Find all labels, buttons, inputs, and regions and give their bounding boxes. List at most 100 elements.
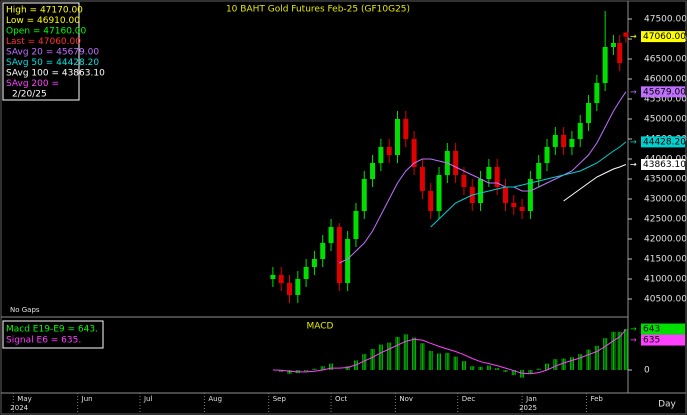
candle-body [586, 103, 592, 123]
candle-body [278, 275, 284, 283]
macd-info-line: Signal E6 = 635. [6, 336, 81, 346]
y-tick-label: 43000.00 [644, 195, 687, 205]
last-value-label: 643 [643, 325, 660, 335]
x-axis-label: Day [658, 400, 676, 410]
y-tick-label: 41000.00 [644, 275, 687, 285]
candle-body [370, 163, 376, 179]
candle-body [494, 167, 500, 187]
last-value-label: 45679.00 [643, 87, 686, 97]
macd-info-box [2, 320, 104, 349]
info-line: SAvg 50 = 44428.20 [6, 58, 99, 68]
y-tick-label: 46500.00 [644, 55, 687, 65]
moving-average [339, 91, 627, 264]
year-label: 2025 [519, 404, 537, 412]
candle-body [345, 239, 351, 283]
x-tick-label: Oct [335, 395, 347, 403]
candle-body [617, 43, 623, 63]
info-line: SAvg 200 = [6, 79, 59, 89]
candle-body [602, 47, 608, 83]
y-tick-label: 47500.00 [644, 15, 687, 25]
info-line: SAvg 20 = 45679.00 [6, 48, 99, 58]
x-tick-label: Jun [81, 395, 93, 403]
candle-body [544, 147, 550, 163]
macd-info-line: Macd E19-E9 = 643. [6, 325, 98, 335]
last-value-box [641, 334, 685, 346]
x-tick-label: Jan [525, 395, 537, 403]
candle-body [295, 279, 301, 295]
candle-body [320, 243, 326, 259]
y-tick-label: 45500.00 [644, 95, 687, 105]
y-tick-label: 41500.00 [644, 255, 687, 265]
candle-body [287, 283, 293, 295]
candle-body [610, 43, 616, 47]
candle-body [386, 147, 392, 155]
last-value-label: 47060.00 [643, 32, 686, 42]
note: No Gaps [10, 306, 40, 314]
candle-body [270, 275, 276, 279]
x-tick-label: Dec [462, 395, 476, 403]
candle-body [461, 175, 467, 187]
candle-body [311, 259, 317, 267]
candle-body [502, 187, 508, 203]
candle-body [536, 163, 542, 179]
candle-body [303, 267, 309, 279]
candle-body [361, 179, 367, 211]
year-label: 2024 [10, 404, 28, 412]
info-box [2, 2, 80, 101]
y-tick-label: 0 [644, 366, 650, 376]
last-arrow: → [630, 336, 637, 345]
last-arrow: → [630, 137, 637, 146]
candle-body [511, 203, 517, 207]
y-tick-label: 43500.00 [644, 175, 687, 185]
y-tick-label: 45000.00 [644, 115, 687, 125]
candle-body [527, 179, 533, 211]
last-value-label: 635 [643, 336, 660, 346]
last-arrow: → [630, 160, 637, 169]
info-line: Open = 47160.00 [6, 27, 87, 37]
last-value-box [641, 323, 685, 335]
signal-line [272, 329, 627, 375]
y-tick-label: 46000.00 [644, 75, 687, 85]
candle-body [623, 32, 629, 37]
candle-body [411, 139, 417, 167]
x-tick-label: Aug [208, 395, 222, 403]
candle-body [428, 191, 434, 211]
candle-body [519, 207, 525, 211]
candle-body [436, 175, 442, 211]
y-tick-label: 42500.00 [644, 215, 687, 225]
x-tick-label: Feb [590, 395, 603, 403]
candle-body [394, 119, 400, 155]
candle-body [552, 135, 558, 147]
moving-average [563, 164, 627, 202]
candle-body [419, 167, 425, 191]
candle-body [353, 211, 359, 239]
candle-body [569, 139, 575, 147]
y-tick-label: 42000.00 [644, 235, 687, 245]
macd-title: MACD [307, 322, 334, 332]
x-tick-label: Sep [273, 395, 287, 403]
candle-body [403, 119, 409, 139]
chart-title: 10 BAHT Gold Futures Feb-25 (GF10G25) [226, 5, 410, 15]
candle-body [478, 179, 484, 203]
candle-body [328, 227, 334, 243]
candle-body [453, 151, 459, 175]
last-value-box [641, 86, 685, 98]
last-value-box [641, 136, 685, 148]
candle-body [486, 167, 492, 179]
last-arrow: → [630, 87, 637, 96]
candle-body [378, 147, 384, 163]
moving-average [430, 141, 627, 228]
candle-body [594, 83, 600, 103]
y-tick-label: 40500.00 [644, 295, 687, 305]
info-line: 2/20/25 [12, 90, 47, 100]
candle-body [577, 123, 583, 139]
candle-body [561, 135, 567, 147]
candle-body [336, 227, 342, 283]
x-tick-label: May [17, 395, 31, 403]
info-line: SAvg 100 = 43863.10 [6, 69, 105, 79]
last-value-label: 44428.20 [643, 137, 686, 147]
